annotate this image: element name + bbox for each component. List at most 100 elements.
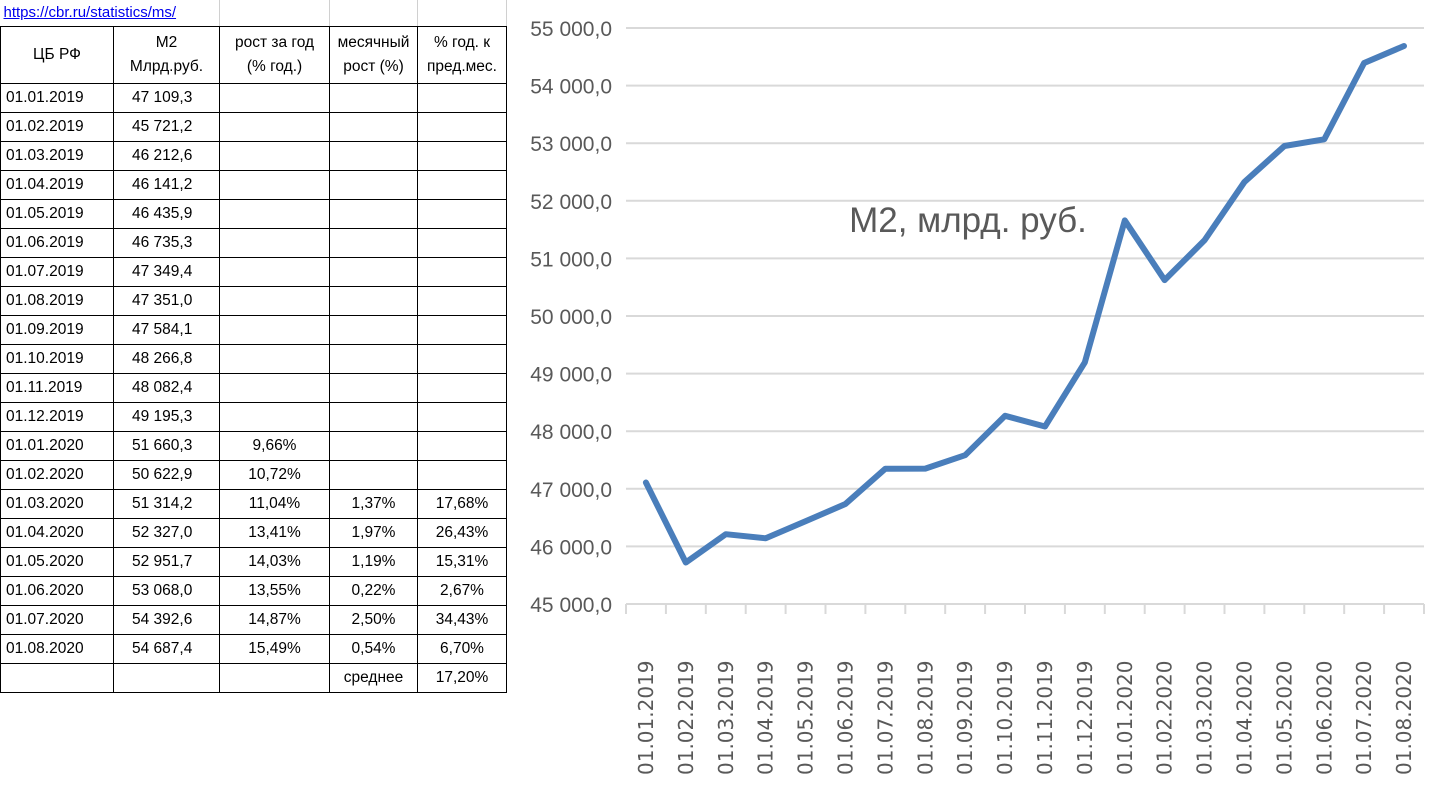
cell-mom[interactable]: 0,22%	[329, 576, 418, 606]
cell-mom[interactable]	[329, 141, 418, 171]
cell-date[interactable]: 01.10.2019	[0, 344, 114, 374]
cell-mom[interactable]	[329, 112, 418, 142]
cell-mom[interactable]	[329, 344, 418, 374]
cell-mom[interactable]: 1,19%	[329, 547, 418, 577]
cell-ann[interactable]	[417, 141, 507, 171]
cell-mom[interactable]	[329, 199, 418, 229]
cell-m2[interactable]: 54 392,6	[113, 605, 220, 635]
cell-yoy[interactable]: 9,66%	[219, 431, 330, 461]
cell-m2[interactable]: 48 082,4	[113, 373, 220, 403]
empty-cell[interactable]	[417, 0, 507, 27]
cell-ann[interactable]	[417, 170, 507, 200]
cell-date[interactable]: 01.02.2020	[0, 460, 114, 490]
cell-date[interactable]: 01.06.2019	[0, 228, 114, 258]
cell-date[interactable]: 01.07.2019	[0, 257, 114, 287]
cell-yoy[interactable]: 13,55%	[219, 576, 330, 606]
cell-date[interactable]: 01.05.2019	[0, 199, 114, 229]
cell-m2[interactable]: 46 141,2	[113, 170, 220, 200]
cell-m2[interactable]: 45 721,2	[113, 112, 220, 142]
header-cbr[interactable]: ЦБ РФ	[0, 26, 114, 84]
cell-ann[interactable]	[417, 257, 507, 287]
cell-mom[interactable]	[329, 286, 418, 316]
cell-m2[interactable]: 50 622,9	[113, 460, 220, 490]
cell-m2[interactable]: 53 068,0	[113, 576, 220, 606]
cell-date[interactable]: 01.04.2020	[0, 518, 114, 548]
cell-date[interactable]: 01.08.2020	[0, 634, 114, 664]
cell-m2[interactable]: 47 584,1	[113, 315, 220, 345]
cell-m2[interactable]: 51 314,2	[113, 489, 220, 519]
cell-yoy[interactable]: 13,41%	[219, 518, 330, 548]
cell-yoy[interactable]	[219, 228, 330, 258]
header-m2[interactable]: М2 Млрд.руб.	[113, 26, 220, 84]
cell-yoy[interactable]: 11,04%	[219, 489, 330, 519]
cell-ann[interactable]	[417, 83, 507, 113]
header-yoy[interactable]: рост за год (% год.)	[219, 26, 330, 84]
empty-cell[interactable]	[113, 663, 220, 693]
cell-mom[interactable]: 1,97%	[329, 518, 418, 548]
cell-yoy[interactable]	[219, 286, 330, 316]
cell-date[interactable]: 01.03.2019	[0, 141, 114, 171]
cell-mom[interactable]	[329, 460, 418, 490]
cell-yoy[interactable]	[219, 83, 330, 113]
cell-date[interactable]: 01.08.2019	[0, 286, 114, 316]
average-label[interactable]: среднее	[329, 663, 418, 693]
cell-ann[interactable]	[417, 315, 507, 345]
cell-mom[interactable]	[329, 170, 418, 200]
cell-ann[interactable]: 6,70%	[417, 634, 507, 664]
cell-ann[interactable]: 15,31%	[417, 547, 507, 577]
cell-mom[interactable]: 0,54%	[329, 634, 418, 664]
cell-yoy[interactable]: 10,72%	[219, 460, 330, 490]
cell-m2[interactable]: 54 687,4	[113, 634, 220, 664]
cell-ann[interactable]: 34,43%	[417, 605, 507, 635]
cell-mom[interactable]	[329, 228, 418, 258]
cell-yoy[interactable]	[219, 315, 330, 345]
cell-date[interactable]: 01.07.2020	[0, 605, 114, 635]
average-value[interactable]: 17,20%	[417, 663, 507, 693]
cell-m2[interactable]: 48 266,8	[113, 344, 220, 374]
cell-date[interactable]: 01.12.2019	[0, 402, 114, 432]
cell-ann[interactable]	[417, 460, 507, 490]
cell-yoy[interactable]	[219, 199, 330, 229]
cell-yoy[interactable]: 14,87%	[219, 605, 330, 635]
cell-date[interactable]: 01.01.2020	[0, 431, 114, 461]
cell-ann[interactable]: 26,43%	[417, 518, 507, 548]
cell-date[interactable]: 01.09.2019	[0, 315, 114, 345]
cell-m2[interactable]: 47 351,0	[113, 286, 220, 316]
cell-ann[interactable]	[417, 286, 507, 316]
cell-m2[interactable]: 47 349,4	[113, 257, 220, 287]
source-link[interactable]: https://cbr.ru/statistics/ms/	[3, 4, 177, 21]
empty-cell[interactable]	[219, 0, 330, 27]
cell-yoy[interactable]	[219, 402, 330, 432]
cell-yoy[interactable]	[219, 170, 330, 200]
cell-yoy[interactable]	[219, 112, 330, 142]
cell-date[interactable]: 01.01.2019	[0, 83, 114, 113]
cell-date[interactable]: 01.02.2019	[0, 112, 114, 142]
cell-ann[interactable]	[417, 344, 507, 374]
header-mom[interactable]: месячный рост (%)	[329, 26, 418, 84]
cell-mom[interactable]	[329, 257, 418, 287]
cell-mom[interactable]	[329, 83, 418, 113]
cell-mom[interactable]	[329, 431, 418, 461]
cell-date[interactable]: 01.04.2019	[0, 170, 114, 200]
cell-m2[interactable]: 49 195,3	[113, 402, 220, 432]
cell-mom[interactable]	[329, 373, 418, 403]
cell-date[interactable]: 01.11.2019	[0, 373, 114, 403]
cell-mom[interactable]: 1,37%	[329, 489, 418, 519]
empty-cell[interactable]	[329, 0, 418, 27]
cell-m2[interactable]: 46 212,6	[113, 141, 220, 171]
cell-yoy[interactable]: 15,49%	[219, 634, 330, 664]
url-cell[interactable]: https://cbr.ru/statistics/ms/	[0, 0, 220, 27]
cell-m2[interactable]: 47 109,3	[113, 83, 220, 113]
cell-m2[interactable]: 46 435,9	[113, 199, 220, 229]
cell-ann[interactable]: 2,67%	[417, 576, 507, 606]
cell-yoy[interactable]	[219, 344, 330, 374]
cell-ann[interactable]	[417, 112, 507, 142]
cell-yoy[interactable]: 14,03%	[219, 547, 330, 577]
cell-yoy[interactable]	[219, 141, 330, 171]
m2-line-chart[interactable]: 45 000,0 46 000,0 47 000,0 48 000,0 49 000,0…	[516, 0, 1438, 794]
cell-date[interactable]: 01.06.2020	[0, 576, 114, 606]
cell-ann[interactable]	[417, 431, 507, 461]
cell-mom[interactable]	[329, 315, 418, 345]
cell-ann[interactable]: 17,68%	[417, 489, 507, 519]
cell-m2[interactable]: 51 660,3	[113, 431, 220, 461]
